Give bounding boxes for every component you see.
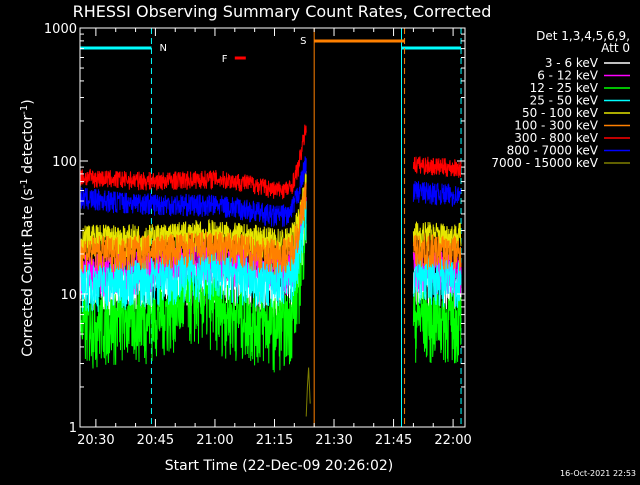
series-line (412, 156, 462, 178)
legend-entry-label: 3 - 6 keV (545, 56, 599, 70)
legend-title-line2: Att 0 (601, 41, 630, 55)
legend-entry-label: 800 - 7000 keV (507, 144, 599, 158)
saa-marker-label: S (300, 36, 306, 47)
y-tick-label: 1000 (44, 22, 77, 37)
timestamp: 16-Oct-2021 22:53 (560, 469, 636, 478)
flare-marker-label: F (222, 54, 228, 65)
x-tick-label: 21:45 (375, 433, 412, 448)
y-tick-label: 100 (52, 155, 77, 170)
series-line (412, 180, 462, 207)
night-marker-label: N (159, 43, 166, 54)
y-axis-label-sup2: -1 (19, 105, 30, 115)
observing-bands: N S F (79, 28, 462, 427)
series-line (79, 124, 307, 200)
y-axis-label-part3: ) (20, 99, 36, 104)
x-axis-label: Start Time (22-Dec-09 20:26:02) (165, 458, 393, 474)
x-tick-label: 20:45 (137, 433, 174, 448)
legend-entry-label: 100 - 300 keV (514, 119, 598, 133)
series-line (79, 182, 307, 275)
series-line (412, 290, 462, 364)
legend-entry-label: 300 - 800 keV (514, 131, 598, 145)
legend-entry-label: 12 - 25 keV (530, 81, 599, 95)
legend-title-line1: Det 1,3,4,5,6,9, (536, 29, 630, 43)
y-axis-label-part1: Corrected Count Rate (s (20, 188, 36, 356)
chart-title: RHESSI Observing Summary Count Rates, Co… (73, 2, 492, 21)
x-tick-label: 21:15 (256, 433, 293, 448)
legend-entry-label: 7000 - 15000 keV (491, 156, 598, 170)
x-tick-label: 21:00 (196, 433, 233, 448)
legend-entry-label: 50 - 100 keV (522, 106, 599, 120)
x-tick-label: 20:30 (77, 433, 114, 448)
y-axis-label-part2: detector (20, 115, 36, 179)
y-axis-label: Corrected Count Rate (s-1 detector-1) (19, 99, 36, 356)
legend-entry-label: 25 - 50 keV (530, 94, 599, 108)
series-group (79, 124, 462, 417)
y-axis-label-sup1: -1 (19, 178, 30, 188)
legend-entry-label: 6 - 12 keV (537, 69, 599, 83)
series-line (412, 233, 462, 271)
series-line (79, 156, 307, 228)
plot-frame (79, 27, 466, 428)
x-tick-label: 22:00 (434, 433, 471, 448)
x-tick-label: 21:30 (315, 433, 352, 448)
axes: 1 10 100 1000 20:30 20:45 21:00 21:15 21:30 21:45… (44, 22, 472, 448)
y-tick-label: 10 (60, 288, 77, 303)
series-line (305, 367, 311, 417)
y-tick-label: 1 (69, 421, 77, 436)
